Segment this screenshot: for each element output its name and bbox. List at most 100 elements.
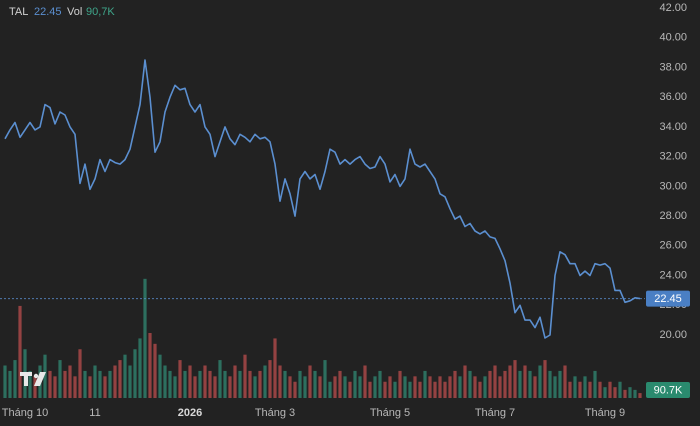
volume-bar <box>153 343 157 398</box>
volume-bar <box>203 365 207 398</box>
volume-bar <box>258 370 262 398</box>
volume-bar <box>533 376 537 398</box>
volume-bar <box>543 360 547 398</box>
volume-bar <box>443 381 447 398</box>
volume-bar <box>333 376 337 398</box>
volume-bar <box>508 365 512 398</box>
volume-bar <box>338 370 342 398</box>
volume-bar <box>493 365 497 398</box>
volume-bar <box>313 370 317 398</box>
symbol: TAL <box>9 6 28 18</box>
volume-bar <box>423 370 427 398</box>
volume-bar <box>48 370 52 398</box>
volume-bar <box>613 387 617 398</box>
volume-bar <box>558 370 562 398</box>
volume-bar <box>33 376 37 398</box>
volume-bar <box>518 370 522 398</box>
volume-bar <box>188 365 192 398</box>
volume-bar <box>433 381 437 398</box>
volume-bar <box>363 365 367 398</box>
volume-bar <box>373 376 377 398</box>
volume-bar <box>638 393 642 398</box>
volume-bar <box>73 376 77 398</box>
volume-bar <box>348 381 352 398</box>
volume-bar <box>403 376 407 398</box>
volume-bar <box>243 354 247 398</box>
volume-bar <box>88 376 92 398</box>
volume-bar <box>268 360 272 398</box>
y-tick-label: 30.00 <box>659 180 687 192</box>
volume-bar <box>208 370 212 398</box>
volume-bar <box>548 370 552 398</box>
volume-bar <box>63 370 67 398</box>
y-tick-label: 42.00 <box>659 2 687 14</box>
volume-bar <box>458 376 462 398</box>
volume-bar <box>53 376 57 398</box>
volume-bar <box>298 370 302 398</box>
tradingview-logo <box>20 372 46 386</box>
volume-bar <box>538 365 542 398</box>
volume-bar <box>343 376 347 398</box>
volume-bar <box>58 360 62 398</box>
volume-bar <box>618 381 622 398</box>
x-tick-label: 11 <box>89 407 100 419</box>
y-tick-label: 20.00 <box>659 329 687 341</box>
volume-bar <box>588 381 592 398</box>
volume-bar <box>593 370 597 398</box>
y-tick-label: 24.00 <box>659 269 687 281</box>
volume-bar <box>358 376 362 398</box>
volume-bar <box>453 370 457 398</box>
volume-bar <box>28 370 32 398</box>
volume-bar <box>183 370 187 398</box>
volume-bar <box>428 376 432 398</box>
volume-bar <box>478 381 482 398</box>
volume-bar <box>568 381 572 398</box>
volume-bar <box>528 370 532 398</box>
volume-bar <box>213 376 217 398</box>
volume-bar <box>573 376 577 398</box>
volume-bar <box>323 360 327 398</box>
volume-bar <box>418 381 422 398</box>
volume-bar <box>483 376 487 398</box>
volume-bar <box>253 376 257 398</box>
volume-bar <box>393 381 397 398</box>
volume-bar <box>18 305 22 398</box>
y-tick-label: 38.00 <box>659 61 687 73</box>
volume-bar <box>628 387 632 398</box>
last-volume-box <box>646 382 690 398</box>
volume-bar <box>248 370 252 398</box>
volume-bar <box>133 349 137 398</box>
volume-bar <box>93 365 97 398</box>
volume-bar <box>273 338 277 398</box>
volume-bar <box>108 370 112 398</box>
volume-bar <box>328 381 332 398</box>
volume-bar <box>448 376 452 398</box>
volume-bar <box>198 370 202 398</box>
last-volume-label: 90.7K <box>654 384 683 396</box>
y-tick-label: 36.00 <box>659 91 687 103</box>
volume-bar <box>513 360 517 398</box>
volume-bar <box>283 370 287 398</box>
volume-bar <box>98 370 102 398</box>
volume-bar <box>263 365 267 398</box>
volume-bar <box>288 376 292 398</box>
volume-bar <box>303 376 307 398</box>
volume-bar <box>118 360 122 398</box>
y-tick-label: 26.00 <box>659 240 687 252</box>
x-tick-label: Tháng 5 <box>370 407 410 419</box>
volume-bar <box>308 365 312 398</box>
volume-title: Vol <box>67 6 82 18</box>
volume-bar <box>438 376 442 398</box>
volume-bar <box>378 370 382 398</box>
volume-bar <box>43 354 47 398</box>
volume-bar <box>353 370 357 398</box>
price-line <box>4 59 641 339</box>
volume-bar <box>78 349 82 398</box>
volume-bar <box>158 354 162 398</box>
volume-bar <box>413 376 417 398</box>
volume-bar <box>113 365 117 398</box>
volume-bar <box>398 370 402 398</box>
volume-bar <box>603 387 607 398</box>
volume-bar <box>68 365 72 398</box>
